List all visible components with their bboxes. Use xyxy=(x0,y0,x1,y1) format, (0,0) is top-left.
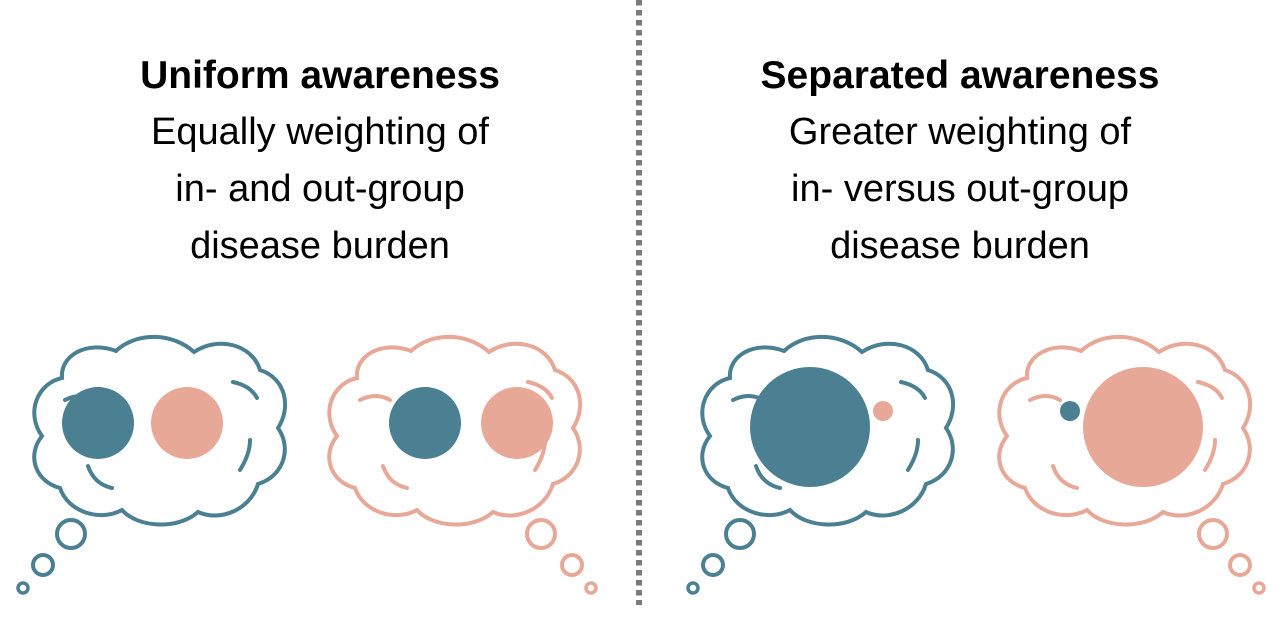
out-group-burden-circle xyxy=(1083,367,1203,487)
separated-awareness-panel: Separated awareness Greater weighting of… xyxy=(640,0,1280,618)
trail-bubble-large xyxy=(55,518,87,550)
trail-bubble-medium xyxy=(701,553,725,577)
separated-description-line-1: Greater weighting of xyxy=(788,111,1132,153)
in-group-burden-circle xyxy=(1060,401,1080,421)
trail-bubble-large xyxy=(724,518,756,550)
cloud-inner-stroke-3 xyxy=(381,464,409,490)
cloud-inner-stroke-1 xyxy=(1196,380,1224,400)
separated-description-line-3: disease burden xyxy=(830,225,1090,267)
dotted-divider xyxy=(636,0,642,605)
uniform-out-group-thought-bubble xyxy=(327,334,598,595)
trail-bubble-medium xyxy=(560,553,584,577)
cloud-inner-stroke-4 xyxy=(1203,438,1217,472)
cloud-inner-stroke-4 xyxy=(906,438,920,472)
cloud-outline-teal xyxy=(700,334,956,527)
cloud-inner-stroke-3 xyxy=(86,464,114,490)
trail-bubble-small xyxy=(584,581,598,595)
cloud-inner-stroke-2 xyxy=(1028,394,1062,402)
uniform-description-line-3: disease burden xyxy=(190,225,450,267)
separated-out-group-thought-bubble xyxy=(997,334,1266,595)
cloud-inner-stroke-4 xyxy=(238,438,252,472)
out-group-burden-circle xyxy=(481,387,553,459)
uniform-title: Uniform awareness xyxy=(140,54,500,97)
separated-heading: Separated awareness Greater weighting of… xyxy=(640,56,1280,275)
uniform-in-group-thought-bubble xyxy=(16,334,288,595)
out-group-burden-circle xyxy=(873,401,893,421)
in-group-burden-circle xyxy=(750,367,870,487)
cloud-inner-stroke-3 xyxy=(754,464,782,490)
out-group-burden-circle xyxy=(151,387,223,459)
uniform-awareness-panel: Uniform awareness Equally weighting of i… xyxy=(0,56,640,275)
trail-bubble-small xyxy=(1252,581,1266,595)
cloud-inner-stroke-1 xyxy=(899,380,927,400)
trail-bubble-large xyxy=(525,518,557,550)
trail-bubble-small xyxy=(686,581,700,595)
cloud-inner-stroke-1 xyxy=(231,380,259,400)
trail-bubble-small xyxy=(16,581,30,595)
in-group-burden-circle xyxy=(62,387,134,459)
cloud-outline-salmon xyxy=(997,334,1253,527)
trail-bubble-medium xyxy=(31,553,55,577)
cloud-inner-stroke-3 xyxy=(1051,464,1079,490)
cloud-inner-stroke-2 xyxy=(358,394,392,402)
cloud-outline-salmon xyxy=(327,334,583,527)
uniform-description-line-2: in- and out-group xyxy=(175,168,465,210)
uniform-description-line-1: Equally weighting of xyxy=(151,111,489,153)
cloud-outline-teal xyxy=(32,334,288,527)
uniform-heading: Uniform awareness Equally weighting of i… xyxy=(0,56,640,275)
in-group-burden-circle xyxy=(389,387,461,459)
separated-description-line-2: in- versus out-group xyxy=(791,168,1129,210)
separated-title: Separated awareness xyxy=(760,54,1160,97)
cloud-inner-stroke-1 xyxy=(526,380,554,400)
trail-bubble-medium xyxy=(1228,553,1252,577)
trail-bubble-large xyxy=(1197,518,1229,550)
separated-in-group-thought-bubble xyxy=(686,334,956,595)
